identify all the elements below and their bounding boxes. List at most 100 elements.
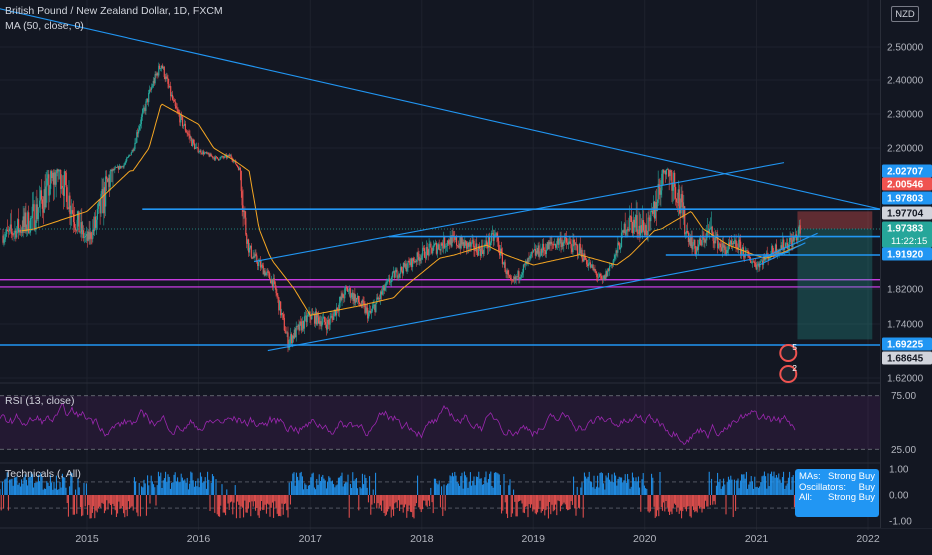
candle-body <box>694 239 696 249</box>
candle-body <box>785 242 788 244</box>
candle-body <box>495 233 497 235</box>
candle-body <box>50 171 52 189</box>
candle-body <box>28 212 30 233</box>
candle-body <box>644 225 646 235</box>
candle-body <box>108 178 110 187</box>
candle-body <box>751 261 754 263</box>
candle-body <box>6 229 9 232</box>
candle-body <box>791 239 793 248</box>
candle-body <box>149 89 151 94</box>
ma-legend[interactable]: MA (50, close, 0) <box>5 20 84 32</box>
candle-body <box>608 268 610 271</box>
candle-body <box>502 263 504 265</box>
candle-body <box>513 276 515 281</box>
candle-body <box>279 301 281 311</box>
candle-body <box>703 237 705 243</box>
candle-body <box>373 304 375 306</box>
candle-body <box>551 241 553 244</box>
candle-body <box>467 242 470 247</box>
technicals-legend[interactable]: Technicals (, All) <box>5 468 81 480</box>
candle-body <box>259 261 262 268</box>
candle-body <box>248 247 251 253</box>
position-stop-zone <box>797 211 873 229</box>
candle-body <box>297 324 299 327</box>
candle-body <box>61 186 64 188</box>
candle-body <box>83 230 85 238</box>
candle-body <box>438 244 440 250</box>
candle-body <box>610 263 613 266</box>
candle-body <box>324 316 326 322</box>
candle-body <box>340 296 342 300</box>
candle-body <box>246 234 248 244</box>
events-layer[interactable]: 52 <box>779 342 798 383</box>
candle-body <box>56 169 58 174</box>
candle-body <box>400 267 403 271</box>
currency-badge[interactable]: NZD <box>891 6 919 22</box>
y-tick-label: 2.40000 <box>887 76 924 87</box>
candle-body <box>490 233 492 243</box>
candle-body <box>540 248 542 257</box>
candle-body <box>512 280 514 281</box>
candle-body <box>422 247 424 256</box>
candle-body <box>4 237 6 240</box>
candle-body <box>52 172 55 185</box>
candle-body <box>514 276 516 280</box>
candle-body <box>465 240 467 242</box>
candle-body <box>657 184 659 203</box>
candle-body <box>654 202 657 219</box>
pane-dividers[interactable] <box>0 0 932 529</box>
candle-body <box>693 239 695 245</box>
candle-body <box>652 210 654 214</box>
badge-oscillators-name: Oscillators: <box>799 481 846 493</box>
candle-body <box>701 235 703 246</box>
candle-body <box>335 309 337 316</box>
price-tag-level <box>882 164 932 178</box>
candle-body <box>415 261 417 262</box>
candle-body <box>14 230 16 233</box>
candle-body <box>247 239 249 244</box>
badge-row-all: All: Strong Buy <box>799 492 875 504</box>
rsi-legend[interactable]: RSI (13, close) <box>5 395 75 407</box>
candle-body <box>266 271 268 273</box>
candle-body <box>295 326 297 338</box>
candle-body <box>637 232 639 234</box>
candle-body <box>213 157 215 159</box>
candle-body <box>275 287 277 294</box>
candle-body <box>546 242 548 251</box>
candle-body <box>619 247 622 250</box>
candle-body <box>121 166 123 167</box>
badge-oscillators-value: Buy <box>858 481 875 493</box>
drawings-layer[interactable] <box>0 7 891 352</box>
candle-body <box>110 169 112 171</box>
candle-body <box>357 295 359 300</box>
candle-body <box>306 315 308 323</box>
price-axis[interactable]: 2.50000 2.40000 2.30000 2.20000 1.82000 1.740… <box>881 0 932 528</box>
candle-body <box>375 302 377 313</box>
candle-body <box>377 297 379 300</box>
symbol-title[interactable]: British Pound / New Zealand Dollar, 1D, … <box>5 5 223 17</box>
candle-body <box>432 250 434 254</box>
candle-body <box>171 94 174 100</box>
candle-body <box>393 271 395 278</box>
candle-body <box>154 74 156 84</box>
badge-row-oscillators: Oscillators: Buy <box>799 481 875 494</box>
candle-body <box>642 220 645 231</box>
candle-body <box>102 189 104 214</box>
y-tick-label: 1.62000 <box>887 374 924 385</box>
candle-body <box>501 253 503 265</box>
candle-body <box>649 217 651 222</box>
candle-body <box>477 252 479 256</box>
candle-body <box>354 293 356 303</box>
candle-body <box>746 250 748 251</box>
candle-body <box>786 242 788 249</box>
candle-body <box>216 157 219 159</box>
earnings-icon <box>779 344 798 362</box>
x-tick-label-2016: 2016 <box>187 533 211 545</box>
time-axis[interactable]: 2015 2016 2017 2018 2019 2020 2021 2022 <box>75 533 880 545</box>
candle-body <box>548 241 550 250</box>
candle-body <box>349 288 351 298</box>
position-tool[interactable] <box>797 211 873 340</box>
candle-body <box>255 254 257 256</box>
